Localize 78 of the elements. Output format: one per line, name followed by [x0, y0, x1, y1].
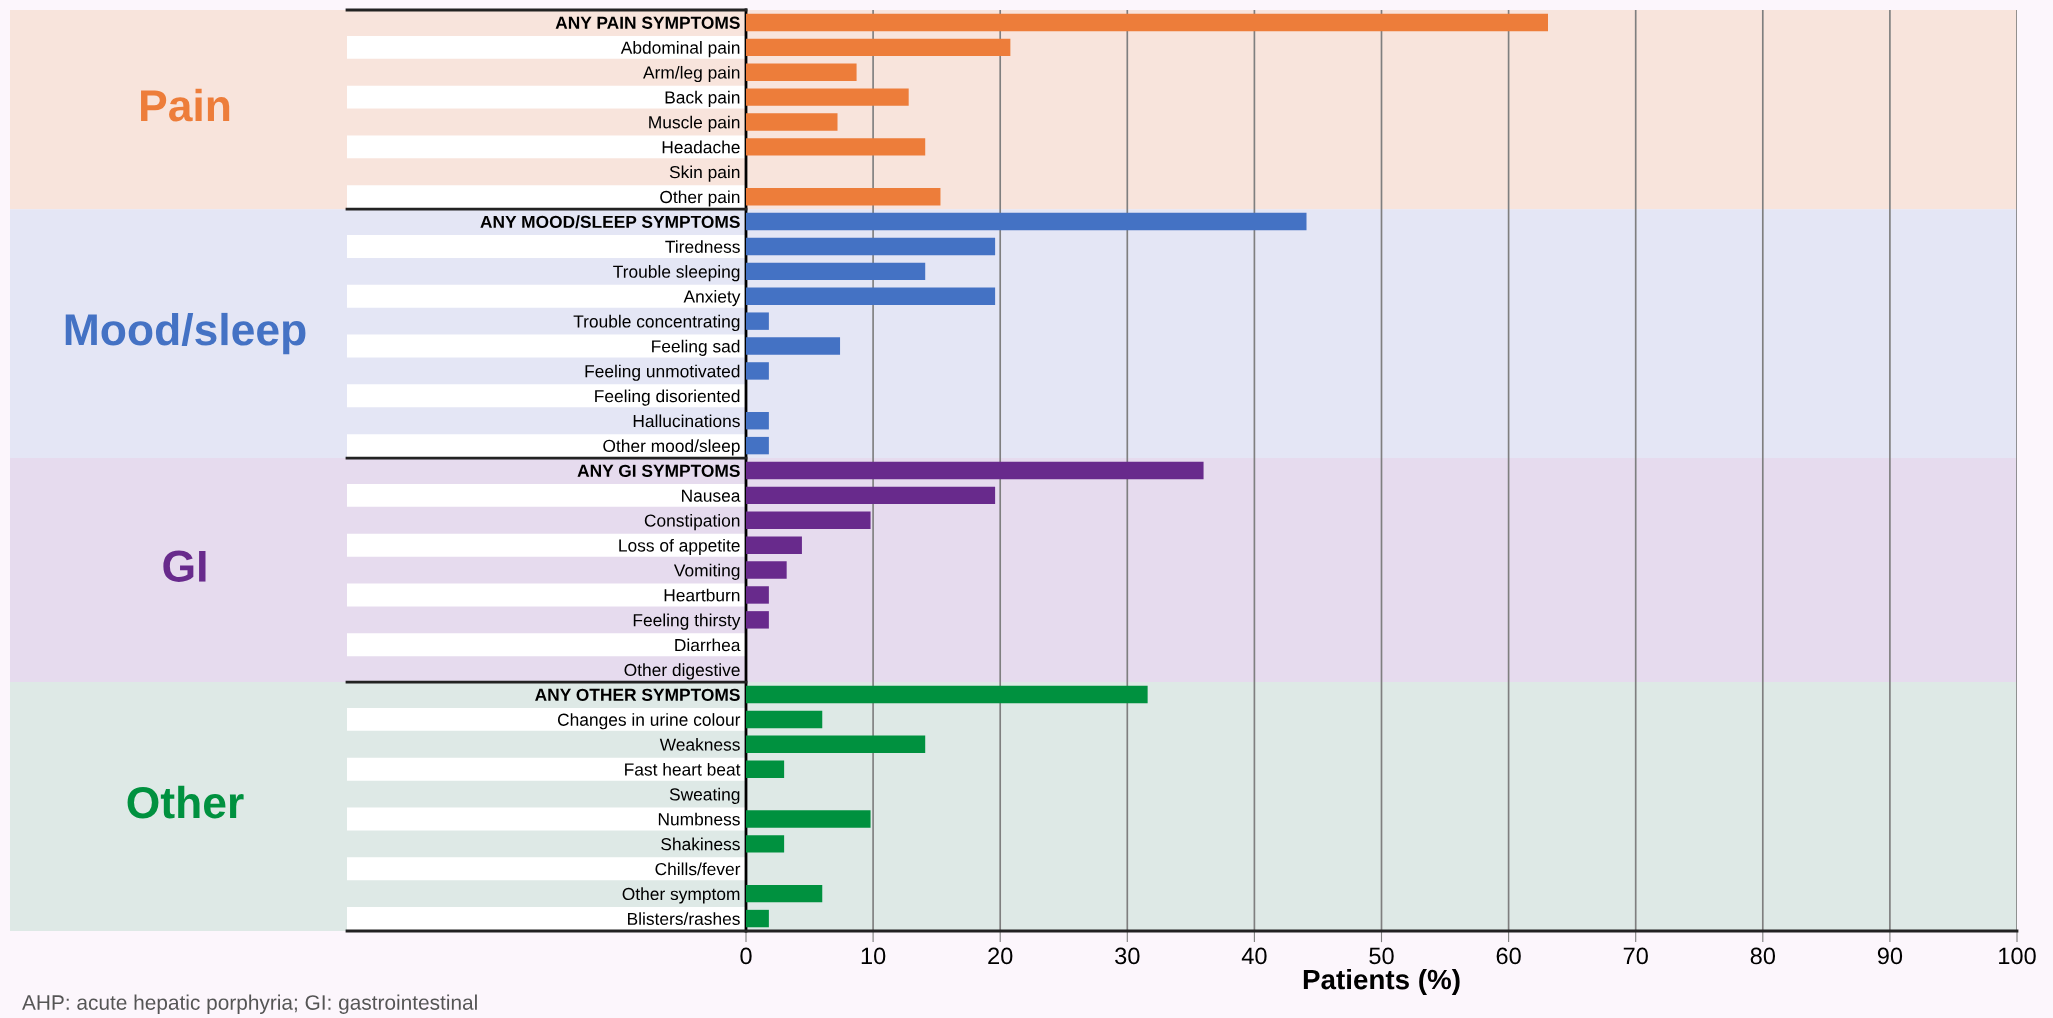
bar [746, 511, 871, 529]
y-tick-label: Blisters/rashes [628, 912, 740, 926]
y-tick-label: Changes in urine colour [557, 713, 741, 730]
y-tick-label: Tiredness [665, 240, 740, 253]
y-tick-label: Feeling unmotivated [585, 364, 740, 381]
y-tick-label: Fast heart beat [625, 762, 741, 776]
x-tick-label: 20 [988, 947, 1013, 965]
bar [746, 685, 1148, 704]
bar [746, 262, 926, 281]
y-tick-label: Loss of appetite [619, 538, 740, 556]
x-tick-label: 0 [740, 947, 752, 965]
band-label: Other [127, 785, 244, 819]
y-tick-label: Hallucinations [633, 414, 740, 428]
y-tick-label: ANY OTHER SYMPTOMS [535, 688, 740, 701]
y-tick-label: Chills/fever [655, 862, 741, 876]
y-tick-label: Feeling sad [652, 339, 740, 356]
y-tick-label: ANY GI SYMPTOMS [577, 464, 740, 477]
y-tick-label: Constipation [644, 513, 740, 531]
y-tick-label: Other mood/sleep [603, 439, 740, 456]
y-tick-label: Trouble sleeping [613, 265, 740, 282]
y-tick-label: Feeling disoriented [595, 389, 740, 406]
text: AHP: acute hepatic porphyria; GI: gastrointestinal [22, 994, 477, 1014]
y-tick-label: Feeling thirsty [633, 613, 741, 630]
bar [746, 611, 769, 629]
y-tick-label: ANY MOOD/SLEEP SYMPTOMS [480, 215, 740, 229]
x-tick-label: 40 [1241, 947, 1267, 965]
x-tick-label: 60 [1496, 947, 1521, 965]
bar [746, 586, 769, 604]
bar [746, 810, 871, 828]
bar [746, 735, 926, 754]
x-tick-label: 80 [1750, 947, 1776, 965]
y-tick-label: Other symptom [622, 887, 740, 904]
y-tick-label: Diarrhea [675, 638, 741, 652]
bar [746, 461, 1204, 480]
bar [746, 561, 787, 579]
bar [746, 884, 823, 903]
bar [746, 212, 1307, 231]
y-tick-label: Other digestive [624, 663, 740, 680]
y-tick-label: Trouble concentrating [573, 314, 740, 332]
y-tick-label: Vomiting [673, 563, 740, 580]
bar [746, 760, 785, 778]
y-tick-label: Anxiety [683, 289, 741, 307]
band-label: Pain [141, 88, 230, 122]
bar [746, 362, 769, 380]
y-tick-label: Heartburn [664, 588, 740, 602]
y-tick-label: Skin pain [669, 165, 740, 182]
y-tick-label: Abdominal pain [620, 41, 740, 58]
bar [746, 909, 769, 928]
x-tick-label: 30 [1115, 947, 1140, 965]
y-tick-label: ANY PAIN SYMPTOMS [555, 16, 740, 29]
x-tick-label: 50 [1369, 947, 1394, 965]
y-tick-label: Numbness [658, 812, 740, 826]
bar [746, 710, 823, 729]
bar [746, 113, 838, 131]
band-label: Mood/sleep [65, 312, 306, 355]
x-tick-label: 10 [861, 947, 886, 965]
x-axis-title: Patients (%) [1303, 968, 1460, 995]
y-tick-label: Muscle pain [649, 115, 740, 132]
y-tick-label: Sweating [669, 787, 740, 804]
bar [746, 536, 802, 554]
y-tick-label: Shakiness [661, 837, 740, 851]
bar [746, 412, 769, 430]
x-tick-label: 90 [1877, 947, 1903, 965]
bar [746, 312, 769, 330]
x-tick-label: 100 [1999, 947, 2036, 965]
bar [746, 13, 1548, 32]
y-tick-label: Back pain [665, 90, 740, 108]
bar [746, 436, 769, 455]
y-tick-label: Nausea [682, 489, 741, 502]
bar [746, 835, 785, 853]
y-tick-label: Arm/leg pain [643, 65, 740, 83]
bar [746, 63, 857, 81]
x-tick-label: 70 [1623, 947, 1648, 965]
bar [746, 337, 841, 355]
y-tick-label: Other pain [660, 190, 740, 207]
y-tick-label: Headache [662, 140, 740, 154]
y-tick-label: Weakness [659, 738, 740, 751]
band-label: GI [163, 550, 206, 582]
